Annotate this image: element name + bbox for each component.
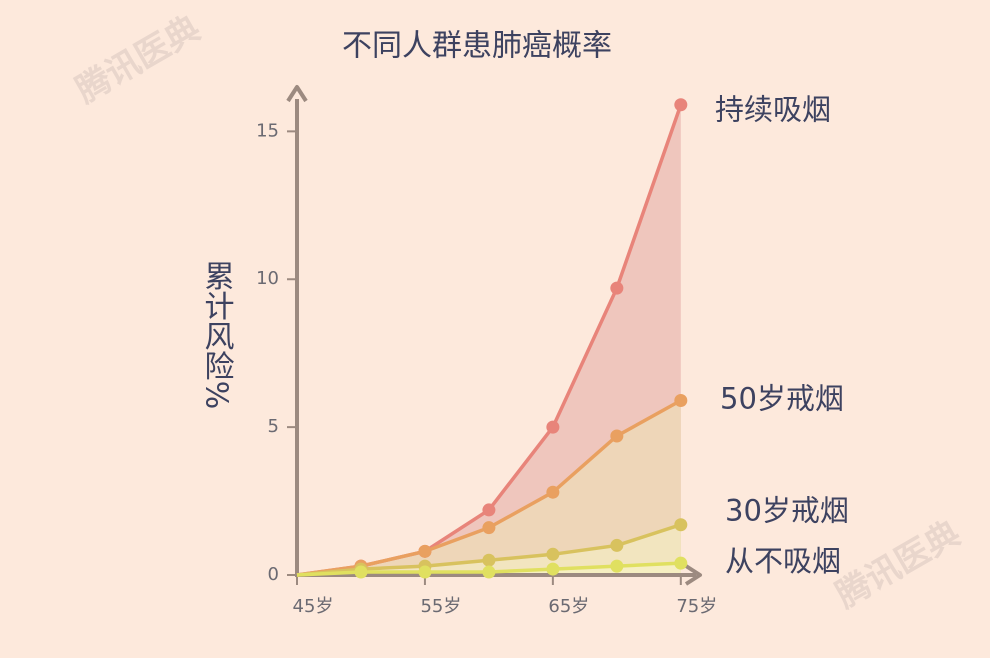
legend-label: 从不吸烟 (725, 544, 841, 578)
x-tick-label: 65岁 (548, 596, 589, 617)
area (297, 104, 681, 575)
area (297, 524, 681, 575)
point (610, 429, 624, 443)
y-tick-label: 10 (256, 268, 279, 289)
legend-label: 持续吸烟 (715, 93, 831, 127)
point (610, 559, 624, 573)
x-axis-arrow (684, 564, 702, 586)
point (610, 281, 624, 295)
point (674, 394, 688, 408)
point (546, 485, 560, 499)
point (546, 547, 560, 561)
y-tick-label: 5 (268, 416, 279, 437)
legend-label: 30岁戒烟 (725, 494, 849, 528)
x-tick-label: 45岁 (293, 596, 334, 617)
point (482, 503, 496, 517)
point (482, 521, 496, 535)
watermark: 腾讯医典 (829, 513, 967, 616)
point (546, 420, 560, 434)
point (482, 553, 496, 567)
point (674, 518, 688, 532)
chart-title: 不同人群患肺癌概率 (342, 29, 612, 64)
y-axis-arrow (286, 85, 308, 103)
y-axis-label: 累计风险% (199, 261, 234, 410)
y-tick-label: 15 (256, 120, 279, 141)
point (610, 538, 624, 552)
point (354, 565, 368, 579)
point (674, 556, 688, 570)
point (418, 565, 432, 579)
x-tick-label: 55岁 (420, 596, 461, 617)
x-tick-label: 75岁 (676, 596, 717, 617)
point (546, 562, 560, 576)
watermark: 腾讯医典 (69, 8, 207, 111)
legend-label: 50岁戒烟 (720, 382, 844, 416)
point (482, 565, 496, 579)
point (418, 544, 432, 558)
y-tick-label: 0 (268, 564, 279, 585)
point (674, 98, 688, 112)
area (297, 400, 681, 575)
